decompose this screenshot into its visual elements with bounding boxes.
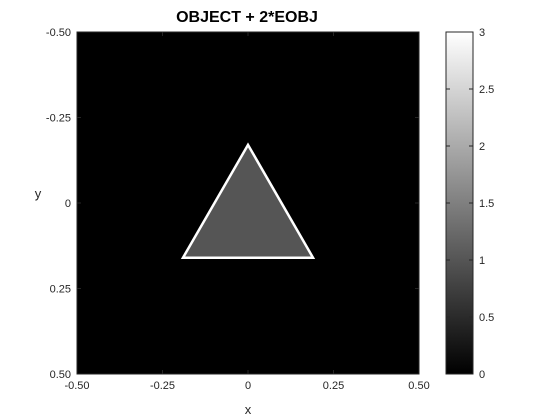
x-axis-ticks: -0.50 -0.25 0 0.25 0.50 [64,32,430,392]
colorbar-tick-label: 2 [479,141,485,153]
y-tick-label: -0.25 [46,113,71,125]
colorbar-tick-label: 1.5 [479,198,494,210]
plot-area [76,31,420,375]
chart-title: OBJECT + 2*EOBJ [176,9,318,26]
y-tick-label: 0.25 [50,284,71,296]
colorbar-tick-label: 3 [479,27,485,39]
x-tick-label: 0.50 [408,380,429,392]
y-tick-label: 0.50 [50,369,71,381]
y-tick-label: 0 [65,198,71,210]
x-axis-label: x [245,402,252,417]
colorbar: 0 0.5 1 1.5 2 2.5 3 [445,27,494,381]
y-tick-label: -0.50 [46,27,71,39]
colorbar-tick-label: 2.5 [479,84,494,96]
colorbar-ticks: 0 0.5 1 1.5 2 2.5 3 [446,27,494,381]
colorbar-tick-label: 1 [479,255,485,267]
triangle-interior [183,144,313,258]
x-tick-label: 0.25 [323,380,344,392]
triangle-edge [180,142,316,259]
y-axis-label: y [35,186,42,201]
y-axis-ticks: -0.50 -0.25 0 0.25 0.50 [46,27,419,381]
colorbar-gradient [445,31,474,375]
x-tick-label: 0 [245,380,251,392]
colorbar-tick-label: 0.5 [479,312,494,324]
colorbar-tick-label: 0 [479,369,485,381]
x-tick-label: -0.25 [150,380,175,392]
x-tick-label: -0.50 [64,380,89,392]
